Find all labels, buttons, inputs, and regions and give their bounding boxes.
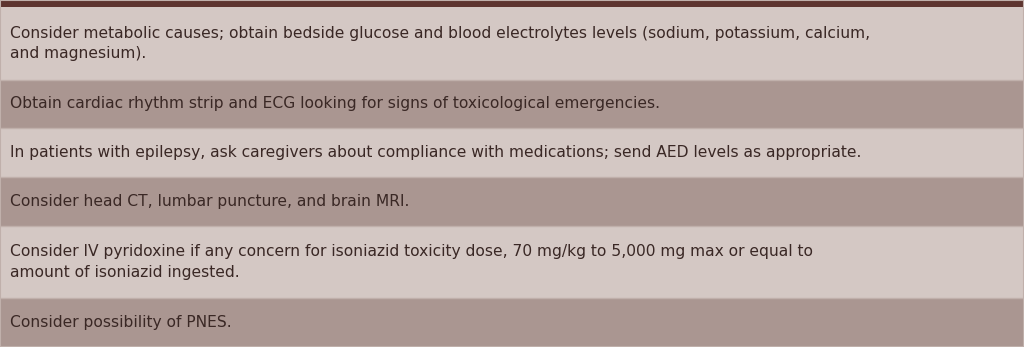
Text: In patients with epilepsy, ask caregivers about compliance with medications; sen: In patients with epilepsy, ask caregiver… bbox=[10, 145, 861, 160]
Bar bbox=[0, 0, 1024, 7]
Text: Consider possibility of PNES.: Consider possibility of PNES. bbox=[10, 315, 231, 330]
Bar bbox=[0, 128, 1024, 177]
Bar bbox=[0, 226, 1024, 298]
Text: Consider metabolic causes; obtain bedside glucose and blood electrolytes levels : Consider metabolic causes; obtain bedsid… bbox=[10, 26, 870, 61]
Bar bbox=[0, 7, 1024, 79]
Bar bbox=[0, 298, 1024, 347]
Bar bbox=[0, 79, 1024, 128]
Text: Consider head CT, lumbar puncture, and brain MRI.: Consider head CT, lumbar puncture, and b… bbox=[10, 194, 410, 209]
Text: Consider IV pyridoxine if any concern for isoniazid toxicity dose, 70 mg/kg to 5: Consider IV pyridoxine if any concern fo… bbox=[10, 244, 813, 280]
Bar bbox=[0, 177, 1024, 226]
Text: Obtain cardiac rhythm strip and ECG looking for signs of toxicological emergenci: Obtain cardiac rhythm strip and ECG look… bbox=[10, 96, 660, 111]
